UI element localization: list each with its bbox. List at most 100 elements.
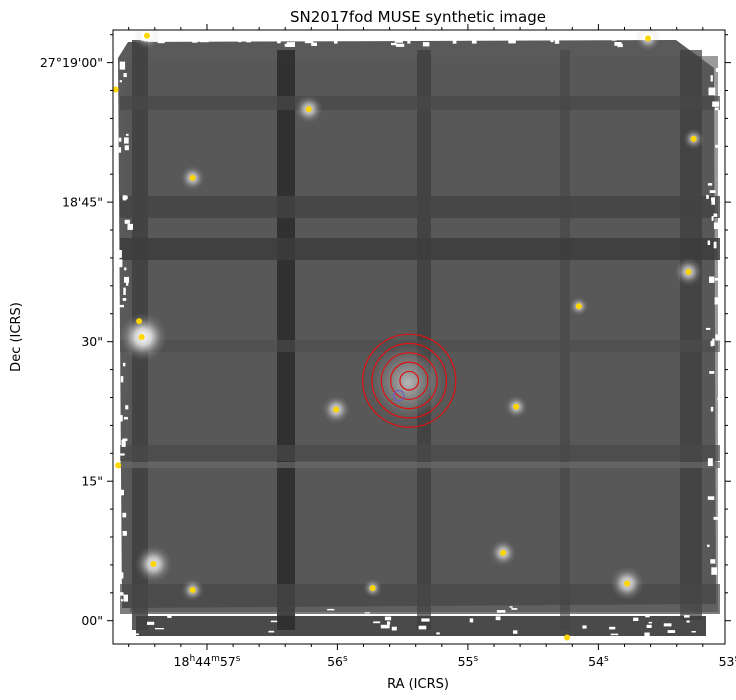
edge-pixel bbox=[350, 36, 357, 40]
edge-pixel bbox=[421, 618, 430, 622]
edge-pixel bbox=[119, 304, 124, 308]
star-marker bbox=[645, 35, 652, 42]
edge-pixel bbox=[123, 73, 127, 78]
edge-pixel bbox=[644, 632, 650, 637]
edge-pixel bbox=[120, 599, 123, 602]
edge-pixel bbox=[121, 440, 126, 447]
star-marker bbox=[500, 549, 507, 556]
edge-pixel bbox=[710, 406, 714, 412]
source-glow bbox=[133, 30, 161, 49]
edge-pixel bbox=[648, 621, 653, 624]
sn-circle bbox=[371, 342, 448, 419]
edge-pixel bbox=[452, 40, 457, 44]
stripe bbox=[120, 462, 720, 468]
edge-pixel bbox=[119, 453, 125, 456]
edge-pixel bbox=[122, 298, 127, 301]
edge-pixel bbox=[238, 38, 242, 43]
edge-pixel bbox=[407, 39, 411, 44]
star-marker bbox=[690, 135, 697, 142]
edge-pixel bbox=[120, 376, 124, 383]
edge-pixel bbox=[418, 625, 427, 630]
stripe bbox=[680, 50, 702, 620]
edge-pixel bbox=[391, 626, 397, 631]
edge-pixel bbox=[327, 608, 335, 611]
x-tick-label: 53s bbox=[719, 654, 736, 669]
edge-pixel bbox=[714, 297, 719, 305]
edge-pixel bbox=[710, 340, 713, 347]
edge-pixel bbox=[364, 612, 371, 614]
y-tick-label: 27°19'00" bbox=[40, 55, 103, 70]
edge-pixel bbox=[155, 628, 164, 630]
edge-pixel bbox=[713, 241, 717, 249]
edge-pixel bbox=[334, 38, 338, 44]
x-tick-label: 54s bbox=[588, 654, 609, 669]
edge-pixel bbox=[709, 276, 715, 283]
edge-pixel bbox=[708, 87, 716, 96]
edge-pixel bbox=[286, 42, 295, 47]
star-marker bbox=[136, 318, 143, 325]
star-marker bbox=[685, 268, 692, 275]
star-marker bbox=[189, 174, 196, 181]
stripe bbox=[120, 340, 720, 352]
edge-pixel bbox=[311, 42, 317, 46]
edge-pixel bbox=[422, 42, 430, 47]
edge-pixel bbox=[124, 219, 130, 224]
stripe bbox=[120, 445, 720, 461]
edge-pixel bbox=[663, 623, 672, 627]
x-tick-label: 18h44m57s bbox=[174, 654, 241, 669]
stripe bbox=[120, 196, 720, 218]
edge-pixel bbox=[633, 617, 639, 621]
edge-pixel bbox=[713, 213, 718, 217]
edge-pixel bbox=[509, 606, 513, 608]
edge-pixel bbox=[124, 145, 129, 151]
edge-pixel bbox=[610, 633, 619, 636]
edge-pixel bbox=[119, 415, 123, 422]
edge-pixel bbox=[436, 632, 440, 635]
edge-pixel bbox=[714, 278, 722, 281]
edge-pixel bbox=[711, 567, 718, 575]
edge-pixel bbox=[710, 559, 716, 564]
edge-pixel bbox=[122, 531, 127, 536]
sn-circles bbox=[362, 333, 457, 428]
edge-pixel bbox=[373, 621, 381, 624]
edge-pixel bbox=[709, 371, 715, 374]
edge-pixel bbox=[304, 39, 314, 44]
star-marker bbox=[624, 580, 631, 587]
image-area bbox=[113, 30, 725, 641]
edge-pixel bbox=[118, 259, 123, 268]
edge-pixel bbox=[707, 183, 713, 186]
edge-pixel bbox=[471, 39, 477, 44]
y-tick-label: 30" bbox=[81, 334, 103, 349]
star-marker bbox=[513, 403, 520, 410]
edge-pixel bbox=[126, 282, 129, 286]
edge-pixel bbox=[118, 147, 122, 153]
edge-pixel bbox=[157, 39, 165, 44]
edge-pixel bbox=[513, 630, 518, 634]
edge-pixel bbox=[582, 625, 587, 629]
edge-pixel bbox=[119, 489, 124, 496]
edge-pixel bbox=[707, 544, 710, 547]
edge-pixel bbox=[681, 36, 686, 39]
edge-pixel bbox=[713, 516, 720, 520]
edge-pixel bbox=[124, 267, 127, 271]
edge-pixel bbox=[667, 630, 676, 633]
x-tick-label: 56s bbox=[327, 654, 348, 669]
edge-pixel bbox=[707, 458, 713, 466]
axes-frame bbox=[112, 29, 726, 645]
sn-circle bbox=[362, 333, 457, 428]
edge-pixel bbox=[384, 616, 392, 621]
edge-pixel bbox=[162, 38, 169, 42]
edge-pixel bbox=[715, 68, 719, 72]
edge-pixel bbox=[714, 107, 719, 111]
edge-pixel bbox=[290, 38, 295, 42]
edge-pixel bbox=[167, 616, 172, 618]
edge-pixel bbox=[706, 327, 711, 330]
edge-pixel bbox=[550, 38, 554, 43]
sn-circle bbox=[390, 361, 429, 400]
edge-pixel bbox=[719, 499, 725, 503]
edge-pixel bbox=[645, 615, 650, 618]
star-marker bbox=[305, 106, 312, 113]
edge-pixel bbox=[123, 594, 128, 602]
edge-pixel bbox=[123, 287, 126, 295]
